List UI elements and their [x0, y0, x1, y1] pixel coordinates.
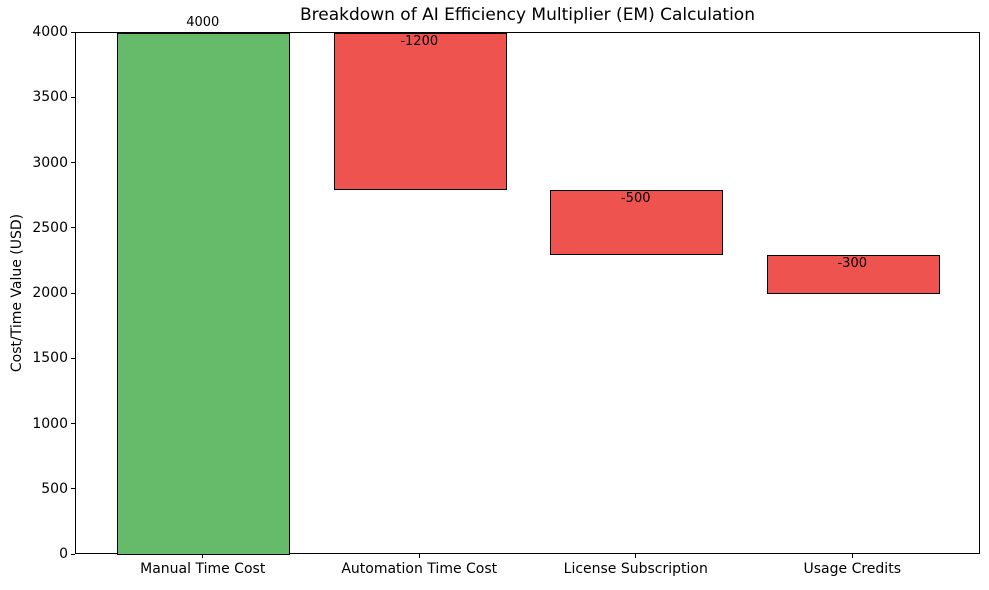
y-tick-label: 1500: [32, 350, 68, 367]
bar-automation-time-cost: [333, 33, 507, 190]
x-tick-mark: [202, 554, 204, 558]
y-tick-mark: [71, 357, 75, 359]
chart-title: Breakdown of AI Efficiency Multiplier (E…: [300, 5, 755, 25]
y-tick-label: 3500: [32, 89, 68, 106]
bar-value-label: -500: [620, 190, 651, 206]
y-tick-mark: [71, 96, 75, 98]
plot-area: [75, 32, 980, 555]
y-tick-label: 3000: [32, 154, 68, 171]
y-tick-mark: [71, 488, 75, 490]
x-category-label: Automation Time Cost: [341, 561, 498, 577]
x-tick-mark: [418, 554, 420, 558]
y-tick-label: 0: [59, 546, 68, 562]
y-tick-mark: [71, 553, 75, 555]
y-tick-mark: [71, 227, 75, 229]
y-tick-mark: [71, 423, 75, 424]
bar-license-subscription: [550, 189, 724, 255]
y-tick-label: 1000: [32, 415, 68, 432]
y-tick-label: 2000: [32, 285, 68, 301]
bar-value-label: -1200: [400, 34, 439, 49]
y-tick-mark: [71, 162, 75, 163]
x-category-label: License Subscription: [563, 561, 708, 577]
bar-value-label: 4000: [186, 15, 220, 30]
x-category-label: Manual Time Cost: [140, 561, 266, 577]
bar-value-label: -300: [837, 255, 868, 271]
x-tick-mark: [635, 554, 637, 558]
bar-manual-time-cost: [117, 33, 291, 555]
bar-usage-credits: [766, 254, 940, 294]
y-tick-label: 4000: [32, 24, 68, 40]
x-tick-mark: [851, 554, 853, 558]
y-tick-label: 500: [41, 480, 68, 497]
y-tick-mark: [71, 31, 75, 33]
x-category-label: Usage Credits: [803, 561, 901, 577]
y-tick-label: 2500: [32, 219, 68, 236]
y-tick-mark: [71, 292, 75, 294]
